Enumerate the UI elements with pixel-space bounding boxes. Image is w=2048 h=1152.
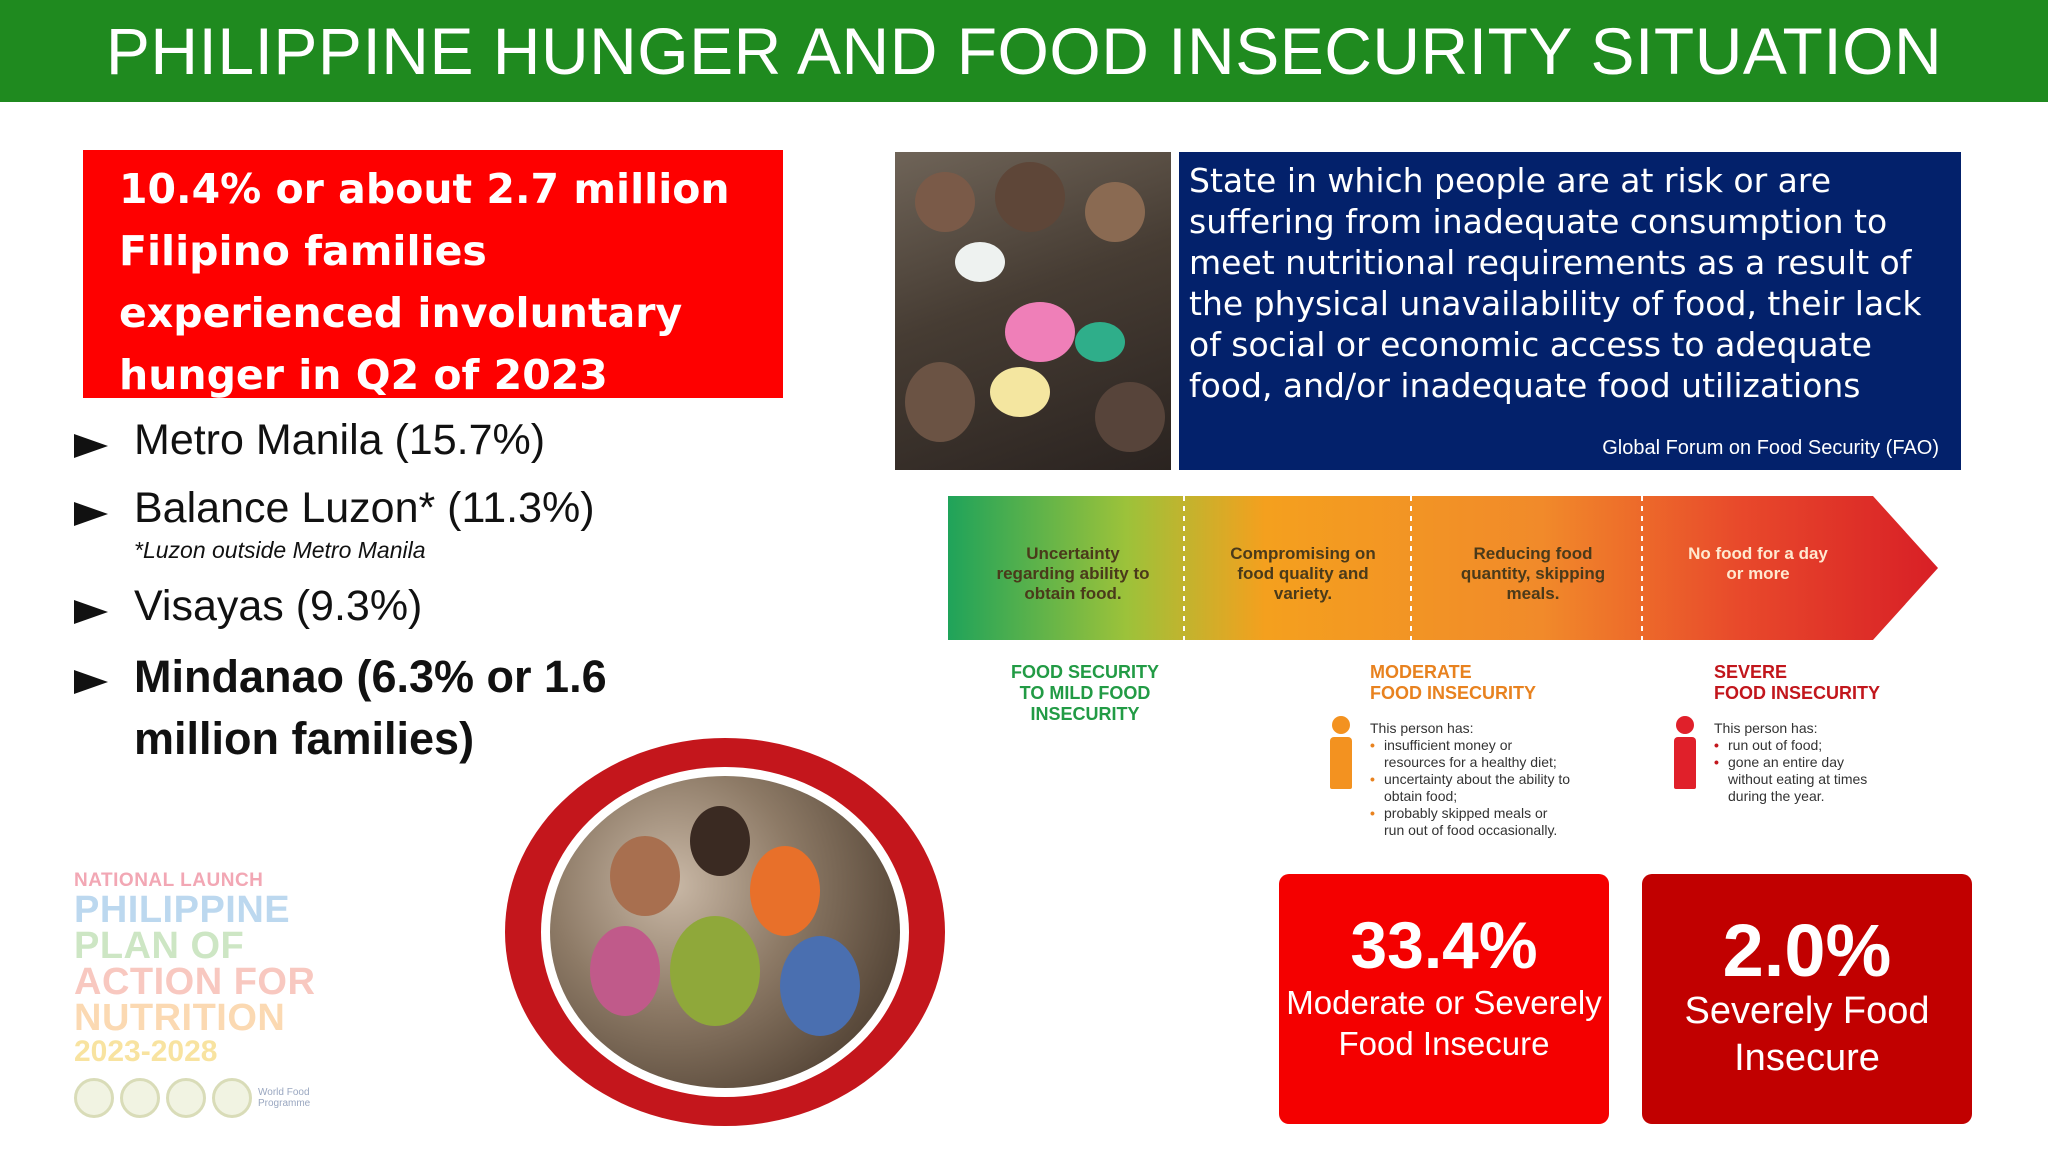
level-title: SEVERE xyxy=(1714,662,1788,682)
level-subtitle: TO MILD FOOD INSECURITY xyxy=(1019,683,1151,724)
region-label: Metro Manila (15.7%) xyxy=(134,416,546,464)
level-title: MODERATE xyxy=(1370,662,1472,682)
list-item: run out of food; xyxy=(1714,737,1884,754)
seal-icon xyxy=(120,1078,160,1118)
stat-label: Severely Food Insecure xyxy=(1684,990,1930,1079)
arrow-bullet-icon xyxy=(74,502,108,526)
partner-seals: World Food Programme xyxy=(74,1078,344,1118)
list-item: Mindanao (6.3% or 1.6 million families) xyxy=(74,646,754,770)
list-item: Balance Luzon* (11.3%) *Luzon outside Me… xyxy=(74,480,754,564)
scale-stage: Compromising on food quality and variety… xyxy=(1230,544,1376,603)
region-note: *Luzon outside Metro Manila xyxy=(134,537,426,563)
definition-source: Global Forum on Food Security (FAO) xyxy=(1602,437,1939,459)
desc-intro: This person has: xyxy=(1714,720,1818,736)
orange-person-icon xyxy=(1328,716,1354,789)
level-moderate: MODERATE FOOD INSECURITY xyxy=(1370,662,1570,704)
list-item: insufficient money or resources for a he… xyxy=(1370,737,1570,771)
severe-stat-card: 2.0% Severely Food Insecure xyxy=(1642,874,1972,1124)
moderate-stat-card: 33.4% Moderate or Severely Food Insecure xyxy=(1279,874,1609,1124)
crowd-food-photo xyxy=(895,152,1171,470)
logo-line: NUTRITION xyxy=(74,997,286,1039)
logo-years: 2023-2028 xyxy=(74,1035,218,1068)
moderate-description: This person has: insufficient money or r… xyxy=(1370,720,1570,839)
food-insecurity-scale: Uncertainty regarding ability to obtain … xyxy=(948,494,1948,646)
region-label: Visayas (9.3%) xyxy=(134,582,423,630)
region-label: Balance Luzon* (11.3%) xyxy=(134,484,595,532)
wfp-seal-icon xyxy=(212,1078,252,1118)
ppan-logo: NATIONAL LAUNCH PHILIPPINE PLAN OF ACTIO… xyxy=(74,870,344,1120)
list-item: uncertainty about the ability to obtain … xyxy=(1370,771,1570,805)
severe-description: This person has: run out of food; gone a… xyxy=(1714,720,1884,805)
arrow-bullet-icon xyxy=(74,600,108,624)
page-title: PHILIPPINE HUNGER AND FOOD INSECURITY SI… xyxy=(0,0,2048,102)
arrow-bullet-icon xyxy=(74,670,108,694)
scale-stage: No food for a day or more xyxy=(1688,544,1828,583)
list-item: Visayas (9.3%) xyxy=(74,578,754,634)
definition-text: State in which people are at risk or are… xyxy=(1189,161,1922,405)
level-subtitle: FOOD INSECURITY xyxy=(1370,683,1537,703)
scale-stage: Reducing food quantity, skipping meals. xyxy=(1460,544,1606,603)
list-item: probably skipped meals or run out of foo… xyxy=(1370,805,1570,839)
children-eating-photo xyxy=(505,738,945,1126)
level-mild: FOOD SECURITY TO MILD FOOD INSECURITY xyxy=(965,662,1205,725)
scale-arrow-band xyxy=(948,496,1938,640)
seal-icon xyxy=(74,1078,114,1118)
level-severe: SEVERE FOOD INSECURITY xyxy=(1714,662,1914,704)
stat-label: Moderate or Severely Food Insecure xyxy=(1286,984,1602,1062)
regions-list: Metro Manila (15.7%) Balance Luzon* (11.… xyxy=(74,410,754,770)
stat-value: 2.0% xyxy=(1722,909,1892,992)
level-subtitle: FOOD INSECURITY xyxy=(1714,683,1881,703)
list-item: gone an entire day without eating at tim… xyxy=(1714,754,1884,805)
red-person-icon xyxy=(1672,716,1698,789)
region-label: Mindanao (6.3% or 1.6 million families) xyxy=(134,651,607,764)
unicef-seal-icon xyxy=(166,1078,206,1118)
scale-stage: Uncertainty regarding ability to obtain … xyxy=(996,544,1150,603)
wfp-label: World Food Programme xyxy=(258,1087,311,1109)
logo-line: ACTION FOR xyxy=(74,961,316,1003)
arrow-bullet-icon xyxy=(74,434,108,458)
list-item: Metro Manila (15.7%) xyxy=(74,412,754,468)
logo-line: PHILIPPINE xyxy=(74,889,291,931)
hunger-headline: 10.4% or about 2.7 million Filipino fami… xyxy=(83,150,783,399)
level-title: FOOD SECURITY xyxy=(1010,662,1159,682)
stat-value: 33.4% xyxy=(1350,908,1538,982)
desc-intro: This person has: xyxy=(1370,720,1474,736)
food-insecurity-definition: State in which people are at risk or are… xyxy=(1179,152,1961,470)
logo-line: PLAN OF xyxy=(74,925,245,967)
logo-small-text: NATIONAL LAUNCH xyxy=(74,870,264,891)
